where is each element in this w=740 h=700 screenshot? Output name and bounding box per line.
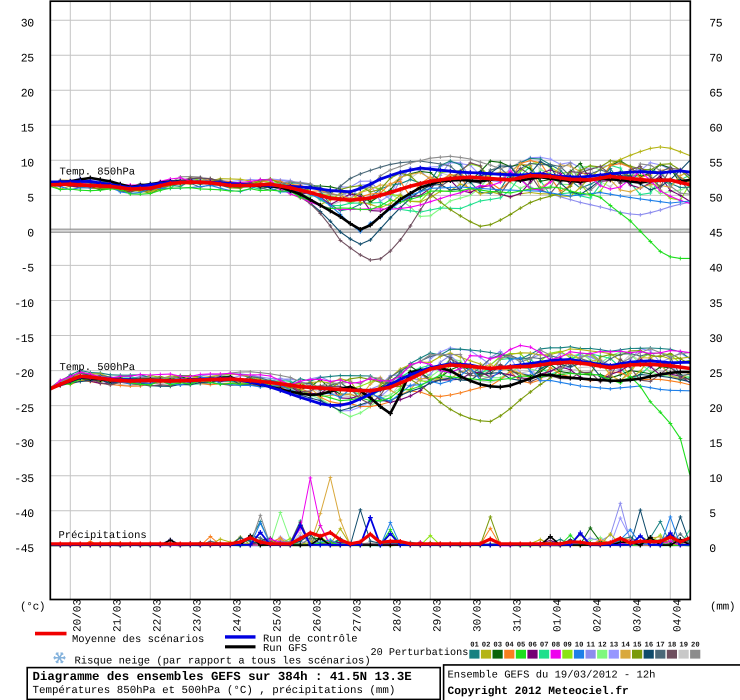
svg-text:28/03: 28/03 <box>393 599 405 632</box>
svg-text:10: 10 <box>21 158 35 171</box>
svg-text:10: 10 <box>709 473 723 486</box>
svg-text:06: 06 <box>528 641 537 649</box>
svg-text:20: 20 <box>691 641 700 649</box>
svg-text:20 Perturbations: 20 Perturbations <box>371 647 469 659</box>
svg-text:-5: -5 <box>21 263 35 276</box>
svg-text:05: 05 <box>517 641 526 649</box>
svg-text:Températures 850hPa et 500hPa: Températures 850hPa et 500hPa (°C) , pré… <box>33 685 396 697</box>
svg-text:55: 55 <box>709 158 723 171</box>
svg-text:-20: -20 <box>14 368 34 381</box>
svg-text:15: 15 <box>709 438 723 451</box>
svg-text:27/03: 27/03 <box>353 599 365 632</box>
svg-text:60: 60 <box>709 123 723 136</box>
svg-text:70: 70 <box>709 53 723 66</box>
svg-text:-40: -40 <box>14 508 34 521</box>
svg-text:0: 0 <box>709 543 716 556</box>
svg-text:03: 03 <box>493 641 502 649</box>
svg-text:30: 30 <box>709 333 723 346</box>
svg-text:-15: -15 <box>14 333 34 346</box>
svg-text:20: 20 <box>709 403 723 416</box>
svg-text:04/04: 04/04 <box>673 599 685 632</box>
svg-text:02/04: 02/04 <box>593 599 605 632</box>
svg-text:45: 45 <box>709 228 723 241</box>
svg-text:30: 30 <box>21 18 35 31</box>
svg-text:15: 15 <box>633 641 642 649</box>
svg-text:02: 02 <box>482 641 491 649</box>
svg-text:Moyenne des scénarios: Moyenne des scénarios <box>72 634 204 646</box>
svg-text:19: 19 <box>679 641 688 649</box>
svg-text:18: 18 <box>668 641 677 649</box>
svg-text:04: 04 <box>505 641 514 649</box>
svg-text:17: 17 <box>656 641 665 649</box>
svg-text:20: 20 <box>21 88 35 101</box>
svg-text:12: 12 <box>598 641 607 649</box>
svg-text:22/03: 22/03 <box>153 599 165 632</box>
svg-text:-45: -45 <box>14 543 34 556</box>
svg-text:21/03: 21/03 <box>113 599 125 632</box>
svg-text:-10: -10 <box>14 298 34 311</box>
svg-text:29/03: 29/03 <box>433 599 445 632</box>
svg-text:03/04: 03/04 <box>633 599 645 632</box>
svg-text:0: 0 <box>27 228 34 241</box>
svg-text:-35: -35 <box>14 473 34 486</box>
svg-text:13: 13 <box>610 641 619 649</box>
svg-text:23/03: 23/03 <box>193 599 205 632</box>
svg-text:10: 10 <box>575 641 584 649</box>
svg-text:08: 08 <box>552 641 561 649</box>
svg-text:5: 5 <box>27 193 34 206</box>
svg-text:Run GFS: Run GFS <box>263 643 307 655</box>
svg-text:-25: -25 <box>14 403 34 416</box>
svg-text:01/04: 01/04 <box>553 599 565 632</box>
svg-text:24/03: 24/03 <box>233 599 245 632</box>
svg-text:Copyright 2012 Meteociel.fr: Copyright 2012 Meteociel.fr <box>448 685 629 698</box>
svg-text:Temp. 850hPa: Temp. 850hPa <box>60 166 136 178</box>
svg-text:Run de contrôle: Run de contrôle <box>263 633 358 645</box>
svg-text:01: 01 <box>470 641 479 649</box>
svg-text:07: 07 <box>540 641 549 649</box>
svg-text:20/03: 20/03 <box>73 599 85 632</box>
svg-text:15: 15 <box>21 123 35 136</box>
svg-text:50: 50 <box>709 193 723 206</box>
svg-text:Précipitations: Précipitations <box>59 530 147 542</box>
svg-text:-30: -30 <box>14 438 34 451</box>
svg-text:11: 11 <box>586 641 595 649</box>
svg-text:25: 25 <box>709 368 723 381</box>
svg-text:09: 09 <box>563 641 572 649</box>
svg-text:31/03: 31/03 <box>513 599 525 632</box>
svg-text:16: 16 <box>645 641 654 649</box>
svg-text:5: 5 <box>709 508 716 521</box>
svg-text:14: 14 <box>621 641 630 649</box>
svg-text:Risque neige (par rapport a to: Risque neige (par rapport a tous les scé… <box>75 655 371 667</box>
svg-text:(°c): (°c) <box>20 601 45 613</box>
svg-text:Ensemble GEFS du 19/03/2012 -: Ensemble GEFS du 19/03/2012 - 12h <box>448 669 656 681</box>
svg-text:(mm): (mm) <box>710 601 735 613</box>
svg-text:Diagramme des ensembles GEFS s: Diagramme des ensembles GEFS sur 384h : … <box>33 670 412 684</box>
svg-text:25/03: 25/03 <box>273 599 285 632</box>
svg-text:Temp. 500hPa: Temp. 500hPa <box>60 362 136 374</box>
svg-text:26/03: 26/03 <box>313 599 325 632</box>
svg-text:65: 65 <box>709 88 723 101</box>
svg-text:75: 75 <box>709 18 723 31</box>
svg-text:35: 35 <box>709 298 723 311</box>
svg-text:25: 25 <box>21 53 35 66</box>
svg-text:40: 40 <box>709 263 723 276</box>
svg-text:30/03: 30/03 <box>473 599 485 632</box>
